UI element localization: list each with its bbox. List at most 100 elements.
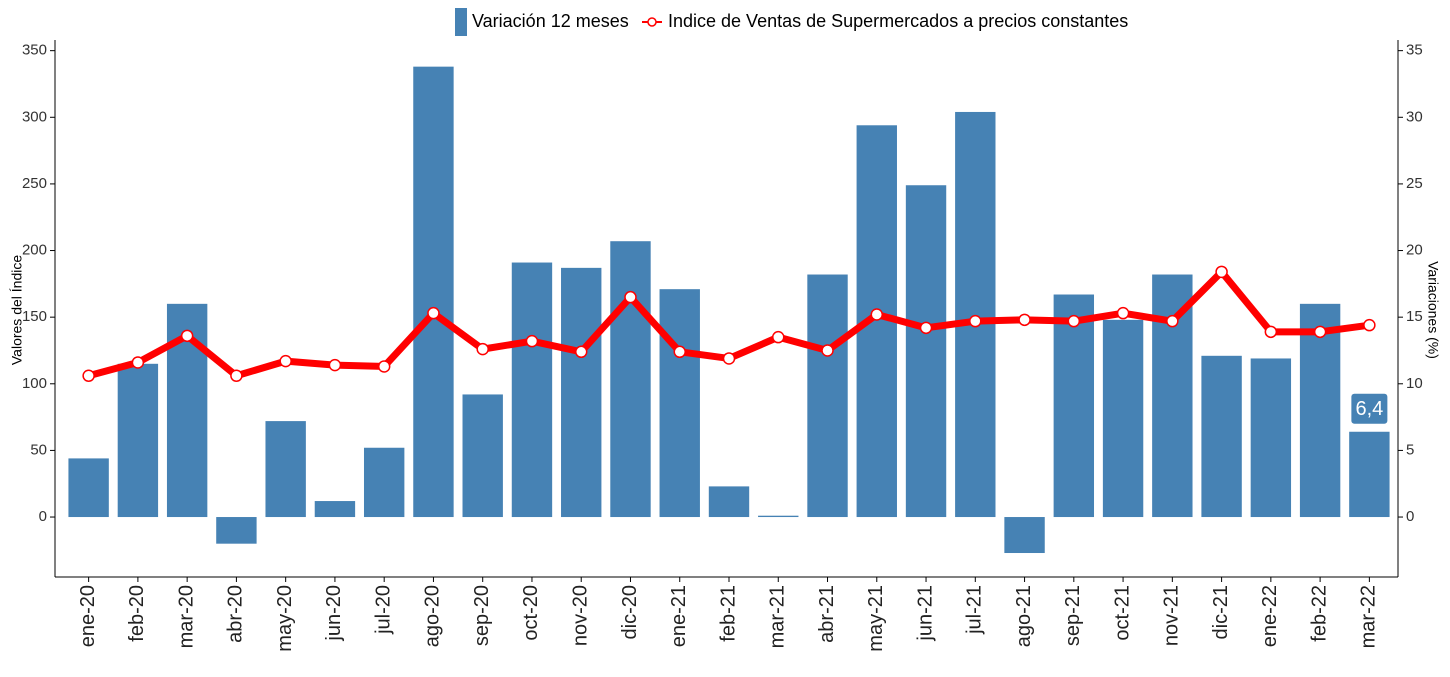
- bar: [955, 111, 996, 518]
- point: [919, 321, 933, 335]
- point: [476, 342, 489, 356]
- y2-tick-label: 20: [1406, 242, 1423, 259]
- point: [328, 358, 342, 372]
- bar: [1299, 303, 1341, 518]
- bar: [1201, 355, 1242, 518]
- y2-tick-label: 10: [1406, 375, 1423, 392]
- x-tick-label: oct-21: [1111, 585, 1133, 641]
- point: [673, 345, 686, 359]
- y-tick-label: 150: [22, 308, 47, 325]
- bar: [216, 517, 257, 544]
- legend-label: Variación 12 meses: [472, 11, 629, 31]
- y2-axis-label: Variaciones (%): [1425, 261, 1441, 359]
- value-label: 6,4: [1355, 398, 1383, 420]
- x-tick-label: oct-20: [520, 585, 542, 641]
- x-tick-label: jun-21: [914, 585, 936, 642]
- point: [624, 290, 637, 304]
- bar: [363, 447, 405, 518]
- bar: [905, 185, 947, 518]
- y2-tick-label: 0: [1406, 508, 1414, 525]
- bar: [1004, 517, 1045, 554]
- x-tick-label: feb-20: [126, 585, 148, 642]
- point: [1313, 325, 1327, 339]
- y2-tick-label: 15: [1406, 308, 1423, 325]
- y-tick-label: 300: [22, 108, 47, 125]
- bar: [511, 262, 553, 518]
- x-tick-label: abr-21: [816, 585, 838, 643]
- x-tick-label: mar-21: [767, 585, 789, 648]
- point: [1264, 325, 1278, 339]
- y-tick-label: 0: [39, 508, 47, 525]
- bar: [1349, 431, 1390, 518]
- bar: [314, 501, 356, 518]
- bar: [413, 66, 454, 518]
- legend-swatch: [647, 17, 657, 27]
- x-tick-label: jun-20: [323, 585, 345, 642]
- point: [1116, 306, 1130, 320]
- y-tick-label: 250: [22, 175, 47, 192]
- value-label-box: [1351, 393, 1388, 424]
- bar: [1102, 319, 1144, 518]
- bar: [117, 363, 159, 518]
- point: [180, 329, 194, 343]
- y-tick-label: 100: [22, 375, 47, 392]
- legend-swatch: [455, 8, 467, 36]
- bar: [1053, 294, 1095, 518]
- y2-tick-label: 35: [1406, 42, 1423, 59]
- legend-label: Indice de Ventas de Supermercados a prec…: [668, 11, 1128, 31]
- x-tick-label: mar-20: [175, 585, 197, 648]
- x-tick-label: sep-21: [1062, 585, 1084, 646]
- point: [1018, 313, 1031, 327]
- y2-tick-label: 30: [1406, 108, 1423, 125]
- point: [131, 356, 145, 369]
- x-tick-label: jul-20: [372, 585, 394, 635]
- y-tick-label: 200: [22, 242, 47, 259]
- point: [279, 354, 292, 368]
- point: [525, 334, 539, 348]
- point: [377, 360, 391, 373]
- point: [1215, 265, 1228, 279]
- point: [772, 330, 785, 344]
- y2-tick-label: 25: [1406, 175, 1423, 192]
- bar: [807, 274, 848, 518]
- bar: [758, 515, 799, 518]
- x-tick-label: may-20: [274, 585, 296, 652]
- x-tick-label: ago-20: [422, 585, 444, 647]
- bar: [610, 241, 651, 518]
- point: [1363, 318, 1376, 332]
- point: [82, 369, 95, 383]
- point: [1067, 314, 1081, 328]
- x-tick-label: ene-22: [1259, 585, 1281, 647]
- y-tick-label: 350: [22, 42, 47, 59]
- x-tick-label: mar-22: [1358, 585, 1380, 648]
- y-axis-label: Valores del Índice: [9, 255, 25, 365]
- x-tick-label: feb-21: [717, 585, 739, 642]
- y2-tick-label: 5: [1406, 441, 1414, 458]
- x-tick-label: jul-21: [964, 585, 986, 635]
- x-tick-label: dic-20: [619, 585, 641, 639]
- x-tick-label: abr-20: [225, 585, 247, 643]
- x-tick-label: nov-21: [1161, 585, 1183, 646]
- x-tick-label: sep-20: [471, 585, 493, 646]
- point: [821, 344, 834, 357]
- bar: [1250, 358, 1292, 518]
- x-tick-label: feb-22: [1308, 585, 1330, 642]
- x-tick-label: nov-20: [570, 585, 592, 646]
- x-tick-label: ene-21: [668, 585, 690, 647]
- point: [722, 352, 736, 365]
- point: [870, 308, 884, 321]
- bar: [265, 421, 306, 518]
- point: [230, 369, 243, 383]
- bar: [659, 289, 700, 518]
- bar: [68, 458, 109, 518]
- x-tick-label: dic-21: [1210, 585, 1232, 639]
- bar: [462, 394, 503, 518]
- point: [574, 345, 588, 359]
- bar: [561, 267, 602, 518]
- point: [427, 306, 440, 320]
- point: [1166, 314, 1179, 328]
- x-tick-label: ene-20: [77, 585, 99, 647]
- x-tick-label: may-21: [865, 585, 887, 652]
- y-tick-label: 50: [30, 441, 47, 458]
